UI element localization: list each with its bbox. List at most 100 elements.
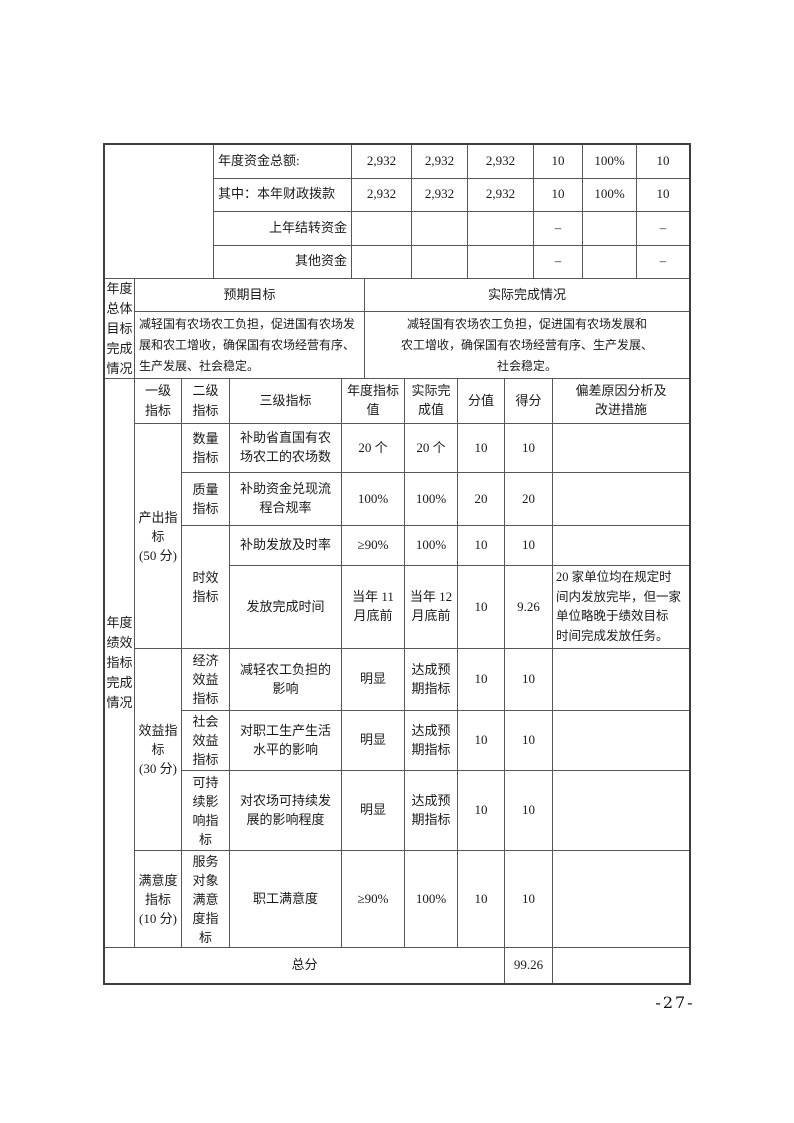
header-target-value: 年度指标 值 [342,379,405,424]
deviation-cell [553,711,689,771]
actual-cell: 20 个 [405,424,458,473]
funding-value-cell: 2,932 [468,178,534,212]
total-score-label: 总分 [105,948,505,983]
actual-cell: 达成预 期指标 [405,711,458,771]
funding-value-cell: – [637,212,689,246]
deviation-cell [553,424,689,473]
actual-completion-header: 实际完成情况 [365,279,689,312]
total-score-value: 99.26 [505,948,553,983]
funding-value-cell [583,212,637,246]
actual-cell: 达成预 期指标 [405,771,458,851]
lv3-cell: 补助资金兑现流 程合规率 [230,473,342,526]
expected-goal-text: 减轻国有农场农工负担，促进国有农场发 展和农工增收，确保国有农场经营有序、 生产… [135,312,365,379]
lv2-sustainable-indicator: 可持 续影 响指 标 [182,771,230,851]
funding-value-cell [583,245,637,279]
actual-cell: 当年 12 月底前 [405,566,458,649]
funding-section: 年度资金总额: 2,932 2,932 2,932 10 100% 10 其中：… [105,145,689,279]
lv3-cell: 对职工生产生活 水平的影响 [230,711,342,771]
funding-value-cell: 2,932 [468,145,534,179]
lv2-quantity-indicator: 数量 指标 [182,424,230,473]
target-cell: 明显 [342,711,405,771]
funding-value-cell: 10 [534,145,583,179]
lv3-cell: 职工满意度 [230,851,342,948]
funding-value-cell: – [534,245,583,279]
target-cell: ≥90% [342,851,405,948]
lv2-quality-indicator: 质量 指标 [182,473,230,526]
lv1-benefit-indicator: 效益指 标 (30 分) [135,649,182,851]
funding-value-cell: 2,932 [412,145,468,179]
points-cell: 10 [505,526,553,566]
score-cell: 10 [458,771,505,851]
actual-cell: 100% [405,473,458,526]
header-score: 分值 [458,379,505,424]
points-cell: 20 [505,473,553,526]
total-score-section: 总分 99.26 [105,948,689,983]
funding-value-cell: 10 [637,179,689,212]
header-actual-value: 实际完 成值 [405,379,458,424]
target-cell: ≥90% [342,526,405,566]
actual-cell: 100% [405,851,458,948]
funding-value-cell: 2,932 [352,145,412,179]
lv3-cell: 发放完成时间 [230,566,342,649]
deviation-cell [553,771,689,851]
target-cell: 100% [342,473,405,526]
deviation-cell [553,473,689,526]
funding-label-annual-total: 年度资金总额: [214,145,352,179]
header-lv3: 三级指标 [230,379,342,424]
score-cell: 10 [458,566,505,649]
points-cell: 10 [505,649,553,711]
target-cell: 20 个 [342,424,405,473]
score-cell: 10 [458,711,505,771]
header-lv2: 二级 指标 [182,379,230,424]
points-cell: 10 [505,851,553,948]
lv2-service-satisfaction-indicator: 服务 对象 满意 度指 标 [182,851,230,948]
funding-value-cell: 100% [583,145,637,179]
funding-value-cell: 10 [534,178,583,212]
target-cell: 明显 [342,771,405,851]
lv3-cell: 补助省直国有农 场农工的农场数 [230,424,342,473]
lv2-timeliness-indicator: 时效 指标 [182,526,230,649]
funding-label-other: 其他资金 [214,245,352,279]
deviation-cell: 20 家单位均在规定时 间内发放完毕，但一家 单位略晚于绩效目标 时间完成发放任… [553,566,689,649]
lv3-cell: 减轻农工负担的 影响 [230,649,342,711]
funding-value-cell [468,245,534,279]
funding-value-cell: 10 [637,145,689,179]
performance-table: 年度资金总额: 2,932 2,932 2,932 10 100% 10 其中：… [103,143,691,985]
funding-label-carryover: 上年结转资金 [214,212,352,246]
header-deviation: 偏差原因分析及 改进措施 [553,379,689,424]
actual-cell: 达成预 期指标 [405,649,458,711]
funding-value-cell [412,212,468,246]
funding-value-cell: 2,932 [412,178,468,212]
lv2-economic-indicator: 经济 效益 指标 [182,649,230,711]
header-points: 得分 [505,379,553,424]
lv2-social-indicator: 社会 效益 指标 [182,711,230,771]
score-cell: 10 [458,424,505,473]
funding-value-cell: 2,932 [352,178,412,212]
points-cell: 10 [505,711,553,771]
deviation-cell [553,526,689,566]
lv1-output-indicator: 产出指 标 (50 分) [135,424,182,649]
funding-value-cell [412,245,468,279]
indicator-section: 年度 绩效 指标 完成 情况 一级 指标 二级 指标 三级指标 年度指标 值 实… [105,379,689,948]
funding-value-cell: – [637,246,689,279]
funding-label-fiscal: 其中：本年财政拨款 [214,178,352,212]
lv3-cell: 补助发放及时率 [230,526,342,566]
page-number: -27- [655,993,695,1012]
funding-value-cell: 100% [583,178,637,212]
points-cell: 10 [505,424,553,473]
actual-cell: 100% [405,526,458,566]
deviation-cell [553,851,689,948]
lv1-satisfaction-indicator: 满意度 指标 (10 分) [135,851,182,948]
funding-value-cell [468,212,534,246]
funding-left-spanner-cell [105,145,214,279]
lv3-cell: 对农场可持续发 展的影响程度 [230,771,342,851]
total-score-note [553,948,689,983]
points-cell: 10 [505,771,553,851]
target-cell: 当年 11 月底前 [342,566,405,649]
score-cell: 10 [458,649,505,711]
funding-value-cell [352,212,412,246]
deviation-cell [553,649,689,711]
target-cell: 明显 [342,649,405,711]
annual-goal-section: 年度 总体 目标 完成 情况 预期目标 实际完成情况 减轻国有农场农工负担，促进… [105,279,689,379]
